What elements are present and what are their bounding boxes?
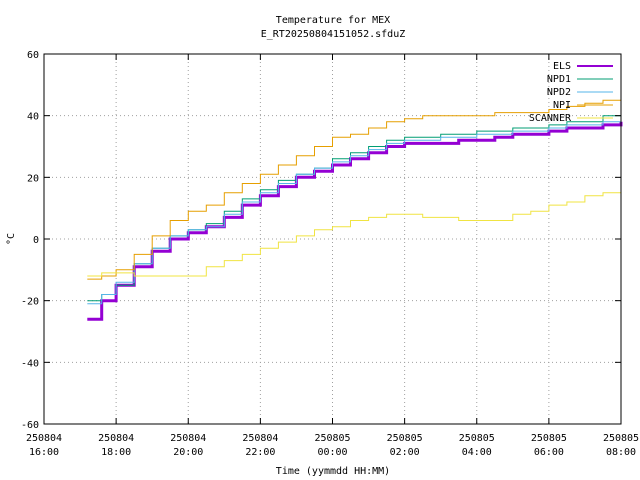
y-tick-label: 40 <box>27 112 39 123</box>
x-tick-label-time: 02:00 <box>390 447 420 458</box>
x-tick-label-time: 18:00 <box>101 447 131 458</box>
x-tick-label-date: 250804 <box>26 433 62 444</box>
x-axis-label: Time (yymmdd HH:MM) <box>276 466 390 477</box>
x-tick-label-date: 250804 <box>170 433 206 444</box>
x-tick-label-date: 250805 <box>459 433 495 444</box>
series-line-scanner <box>87 189 622 277</box>
y-tick-label: -60 <box>21 420 39 431</box>
chart-subtitle: E_RT20250804151052.sfduZ <box>261 29 406 40</box>
x-tick-label-time: 20:00 <box>173 447 203 458</box>
x-tick-label-time: 08:00 <box>606 447 636 458</box>
x-tick-label-date: 250805 <box>531 433 567 444</box>
legend-label: NPI <box>553 100 571 111</box>
series-line-npd2 <box>87 118 622 305</box>
y-axis-label: °C <box>6 233 17 245</box>
x-tick-label-date: 250804 <box>98 433 134 444</box>
legend-label: NPD1 <box>547 74 571 85</box>
legend-label: SCANNER <box>529 113 572 124</box>
chart-title: Temperature for MEX <box>276 15 390 26</box>
series-line-npi <box>87 94 622 280</box>
x-tick-label-date: 250805 <box>314 433 350 444</box>
x-tick-label-time: 04:00 <box>462 447 492 458</box>
x-tick-label-time: 06:00 <box>534 447 564 458</box>
x-tick-label-date: 250805 <box>387 433 423 444</box>
legend-label: ELS <box>553 61 571 72</box>
x-axis: 250804 16:00 250804 18:00 250804 20:00 250804 2… <box>26 54 639 458</box>
y-tick-label: 60 <box>27 50 39 61</box>
series-line-npd1 <box>87 109 622 302</box>
series-layer <box>87 94 623 321</box>
y-tick-label: 20 <box>27 173 39 184</box>
x-tick-label-time: 16:00 <box>29 447 59 458</box>
x-tick-label-time: 22:00 <box>245 447 275 458</box>
y-tick-label: -20 <box>21 297 39 308</box>
y-tick-label: 0 <box>33 235 39 246</box>
legend-label: NPD2 <box>547 87 571 98</box>
x-tick-label-time: 00:00 <box>317 447 347 458</box>
grid <box>44 54 621 424</box>
y-axis: -60 -40 -20 0 20 40 60 <box>21 50 621 431</box>
legend: ELS NPD1 NPD2 NPI SCANNER <box>529 61 613 124</box>
x-tick-label-date: 250805 <box>603 433 639 444</box>
y-tick-label: -40 <box>21 358 39 369</box>
x-tick-label-date: 250804 <box>242 433 278 444</box>
